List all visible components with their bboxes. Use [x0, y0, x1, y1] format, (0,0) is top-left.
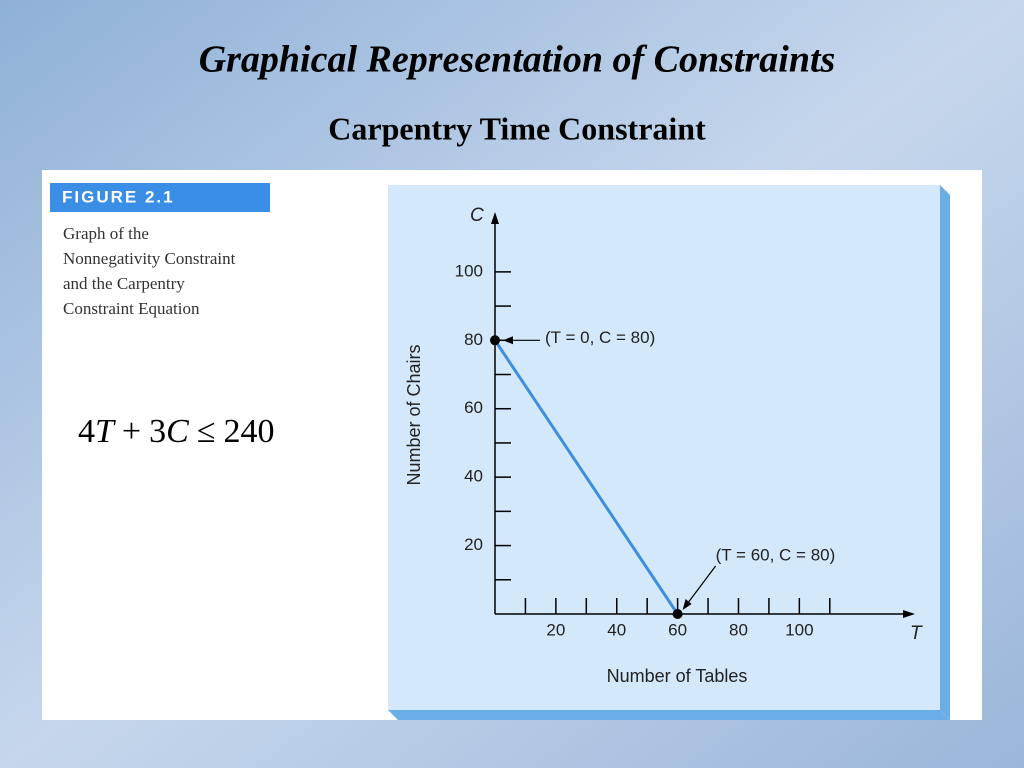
x-axis-label: Number of Tables — [607, 666, 748, 686]
y-tick-label: 60 — [464, 398, 483, 417]
plot: T C Number of Tables Number of Chairs 20 40 60… — [404, 205, 923, 686]
y-tick-label: 40 — [464, 467, 483, 486]
figure-caption: Graph of the Nonnegativity Constraint and … — [63, 224, 236, 318]
y-tick-label: 80 — [464, 330, 483, 349]
annotation: (T = 60, C = 80) — [716, 545, 836, 564]
equation-part: ≤ — [197, 413, 216, 450]
annotation-arrowhead — [682, 599, 692, 610]
x-tick-label: 40 — [607, 620, 626, 639]
y-axis-arrow — [491, 212, 499, 224]
x-axis-arrow — [903, 610, 915, 618]
equation-part: + — [122, 413, 141, 450]
equation-part: T — [95, 413, 116, 450]
caption-line: Constraint Equation — [63, 299, 200, 318]
x-tick-label: 80 — [729, 620, 748, 639]
x-tick-label: 100 — [785, 620, 813, 639]
y-axis-symbol: C — [470, 205, 484, 226]
panel-edge — [388, 710, 950, 720]
annotation-arrowhead — [503, 336, 513, 345]
equation-part: C — [166, 413, 189, 450]
point — [672, 609, 683, 619]
caption-line: and the Carpentry — [63, 274, 185, 293]
chart-panel — [388, 185, 940, 710]
slide-subtitle: Carpentry Time Constraint — [328, 110, 706, 146]
equation-part: 4 — [78, 413, 95, 450]
y-tick-label: 100 — [455, 261, 483, 280]
point — [490, 335, 500, 346]
line — [493, 339, 679, 615]
equation-part: 3 — [149, 413, 166, 450]
caption-line: Nonnegativity Constraint — [63, 249, 236, 268]
equation-part: 240 — [223, 413, 274, 450]
figure-label: FIGURE 2.1 — [62, 187, 175, 206]
annotation-arrow — [685, 565, 717, 607]
x-axis-symbol: T — [910, 623, 923, 644]
annotation: (T = 0, C = 80) — [545, 328, 655, 347]
y-tick-label: 20 — [464, 535, 483, 554]
equation: 4T +3C ≤240 — [78, 413, 274, 450]
caption-line: Graph of the — [63, 224, 149, 243]
x-tick-label: 20 — [546, 620, 565, 639]
x-tick-label: 60 — [668, 620, 687, 639]
panel-edge — [940, 185, 950, 720]
figure-label-box — [50, 183, 270, 212]
slide-title: Graphical Representation of Constraints — [199, 39, 836, 81]
y-axis-label: Number of Chairs — [404, 344, 424, 485]
